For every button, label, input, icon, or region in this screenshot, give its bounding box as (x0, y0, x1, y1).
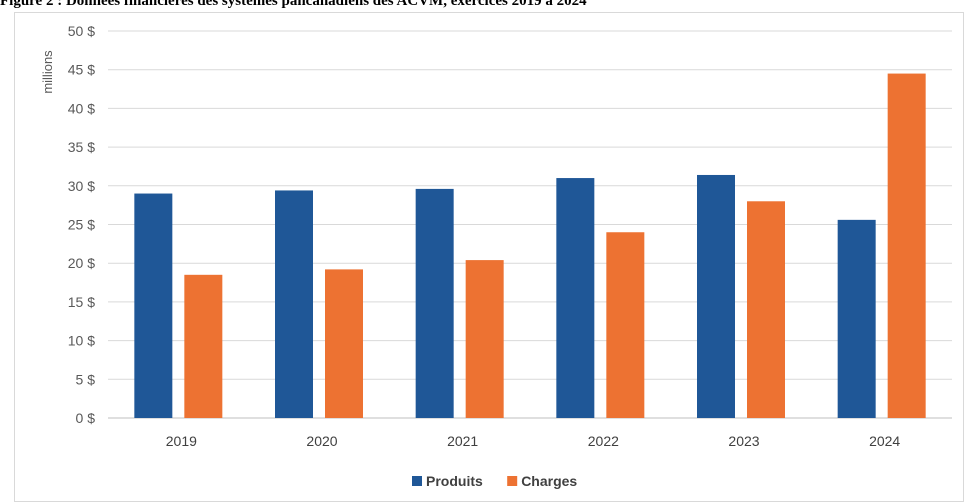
x-tick-label: 2021 (447, 433, 478, 449)
bar-produits-2024 (837, 219, 876, 418)
bars (134, 73, 926, 418)
y-tick-label: 40 $ (68, 100, 95, 116)
bar-charges-2023 (747, 201, 785, 418)
bar-produits-2022 (556, 178, 595, 418)
x-tick-label: 2020 (306, 433, 337, 449)
x-tick-label: 2019 (166, 433, 197, 449)
bar-produits-2020 (275, 190, 313, 418)
y-tick-label: 45 $ (68, 62, 95, 78)
gridlines (108, 30, 952, 419)
bar-charges-2020 (325, 269, 363, 418)
bar-produits-2023 (697, 174, 735, 418)
y-tick-label: 30 $ (68, 178, 95, 194)
y-tick-label: 15 $ (68, 294, 95, 310)
y-tick-labels: 0 $ 5 $ 10 $ 15 $ 20 $ 25 $ 30 $ 35 $ 40 $ 45 $ 50… (68, 23, 95, 426)
bar-charges-2024 (887, 73, 926, 418)
bar-charges-2021 (465, 260, 504, 418)
figure-title: Figure 2 : Données financières des systè… (0, 0, 587, 9)
bar-charges-2019 (184, 274, 223, 418)
y-axis-label: millions (40, 50, 55, 94)
y-tick-label: 5 $ (76, 371, 96, 387)
y-tick-label: 50 $ (68, 23, 95, 39)
legend-swatch-charges (507, 476, 518, 486)
legend: Produits Charges (412, 473, 577, 489)
y-tick-label: 25 $ (68, 217, 95, 233)
legend-label-charges: Charges (521, 473, 577, 489)
legend-swatch-produits (412, 476, 422, 486)
y-tick-label: 0 $ (76, 410, 96, 426)
x-tick-labels: 2019 2020 2021 2022 2023 2024 (166, 433, 901, 449)
y-tick-label: 20 $ (68, 255, 95, 271)
bar-charges-2022 (606, 232, 645, 418)
y-tick-label: 10 $ (68, 333, 95, 349)
x-tick-label: 2023 (728, 433, 759, 449)
bar-produits-2021 (415, 188, 454, 418)
x-tick-label: 2024 (869, 433, 900, 449)
x-tick-label: 2022 (588, 433, 619, 449)
bar-produits-2019 (134, 193, 173, 418)
y-tick-label: 35 $ (68, 139, 95, 155)
legend-label-produits: Produits (426, 473, 483, 489)
